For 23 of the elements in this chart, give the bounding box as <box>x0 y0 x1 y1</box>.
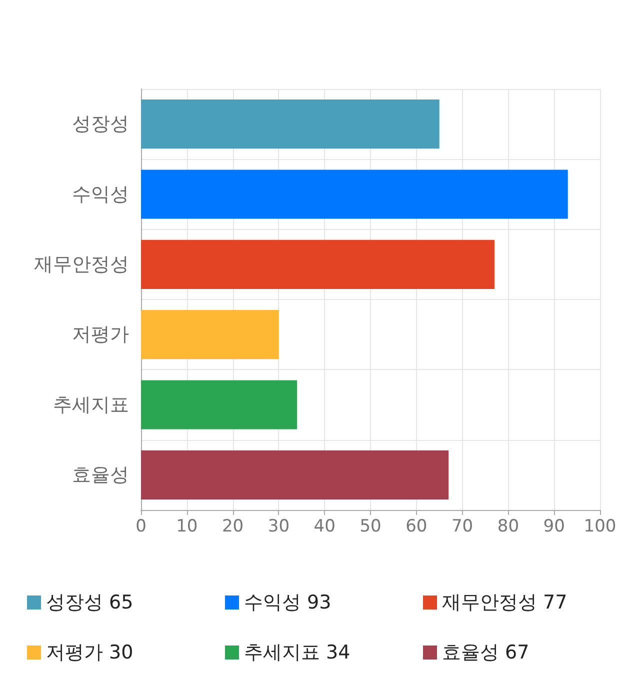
x-tick-label: 0 <box>136 516 146 536</box>
y-tick-label: 효율성 <box>72 464 129 486</box>
legend-label: 효율성 67 <box>442 642 530 664</box>
x-tick-label: 20 <box>222 516 244 536</box>
y-tick-label: 성장성 <box>72 113 129 136</box>
x-tick-label: 90 <box>543 516 565 536</box>
x-tick-label: 30 <box>268 516 290 536</box>
x-tick-label: 40 <box>314 516 336 536</box>
legend-label: 성장성 65 <box>46 592 134 614</box>
legend-label: 재무안정성 77 <box>442 592 568 614</box>
y-tick-label: 저평가 <box>72 324 129 346</box>
y-tick-label: 추세지표 <box>53 394 129 416</box>
y-tick-label: 재무안정성 <box>34 253 129 276</box>
x-tick-label: 80 <box>497 516 520 536</box>
legend-label: 저평가 30 <box>46 642 134 664</box>
x-tick-label: 100 <box>584 516 616 536</box>
x-tick-label: 50 <box>360 516 382 536</box>
y-tick-label: 수익성 <box>72 183 129 206</box>
legend-label: 추세지표 34 <box>244 642 350 664</box>
x-tick-label: 10 <box>176 516 198 536</box>
x-tick-label: 60 <box>406 516 428 536</box>
x-tick-label: 70 <box>451 516 474 536</box>
legend-label: 수익성 93 <box>244 592 332 614</box>
